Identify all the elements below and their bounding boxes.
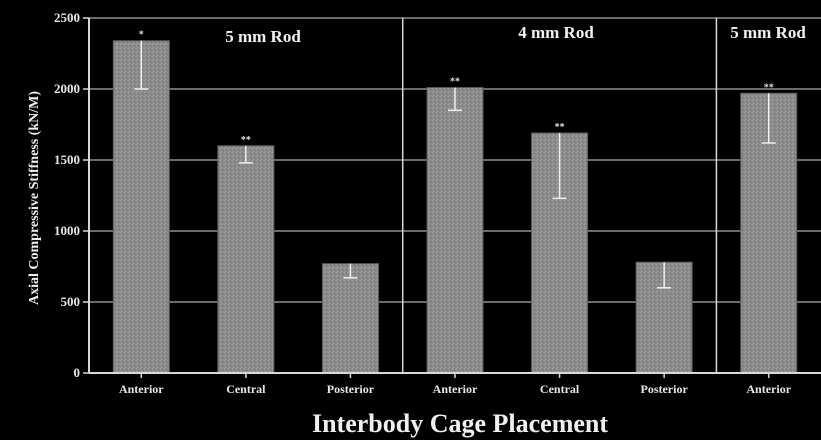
group-label: 4 mm Rod <box>518 23 594 42</box>
x-tick-label: Posterior <box>640 382 688 396</box>
x-axis-label: Interbody Cage Placement <box>312 409 608 438</box>
labels: 0 500 1000 1500 2000 2500 5 mm Rod 4 mm Rod 5 mm… <box>54 10 806 396</box>
x-tick-label: Central <box>540 382 580 396</box>
y-tick-label: 2000 <box>54 81 80 96</box>
bars <box>112 40 798 374</box>
significance-marker: ** <box>764 82 774 93</box>
significance-marker: ** <box>555 122 565 133</box>
bar-anterior <box>426 87 484 374</box>
y-tick-label: 1000 <box>54 223 80 238</box>
y-axis-label: Axial Compressive Stiffness (kN/M) <box>27 91 42 305</box>
y-tick-label: 0 <box>74 365 81 380</box>
bar-anterior <box>112 40 170 374</box>
axes <box>83 17 821 378</box>
group-label: 5 mm Rod <box>730 23 806 42</box>
significance-marker: ** <box>450 77 460 88</box>
significance-marker: ** <box>241 135 251 146</box>
x-tick-label: Anterior <box>433 382 478 396</box>
bar-posterior <box>321 263 379 374</box>
x-tick-label: Posterior <box>327 382 375 396</box>
group-label: 5 mm Rod <box>225 27 301 46</box>
y-tick-label: 2500 <box>54 10 80 25</box>
x-tick-label: Anterior <box>746 382 791 396</box>
bar-central <box>217 145 275 374</box>
significance-marker: * <box>139 30 144 41</box>
y-tick-label: 1500 <box>54 152 80 167</box>
x-tick-label: Central <box>226 382 266 396</box>
x-tick-label: Anterior <box>119 382 164 396</box>
y-tick-label: 500 <box>61 294 81 309</box>
